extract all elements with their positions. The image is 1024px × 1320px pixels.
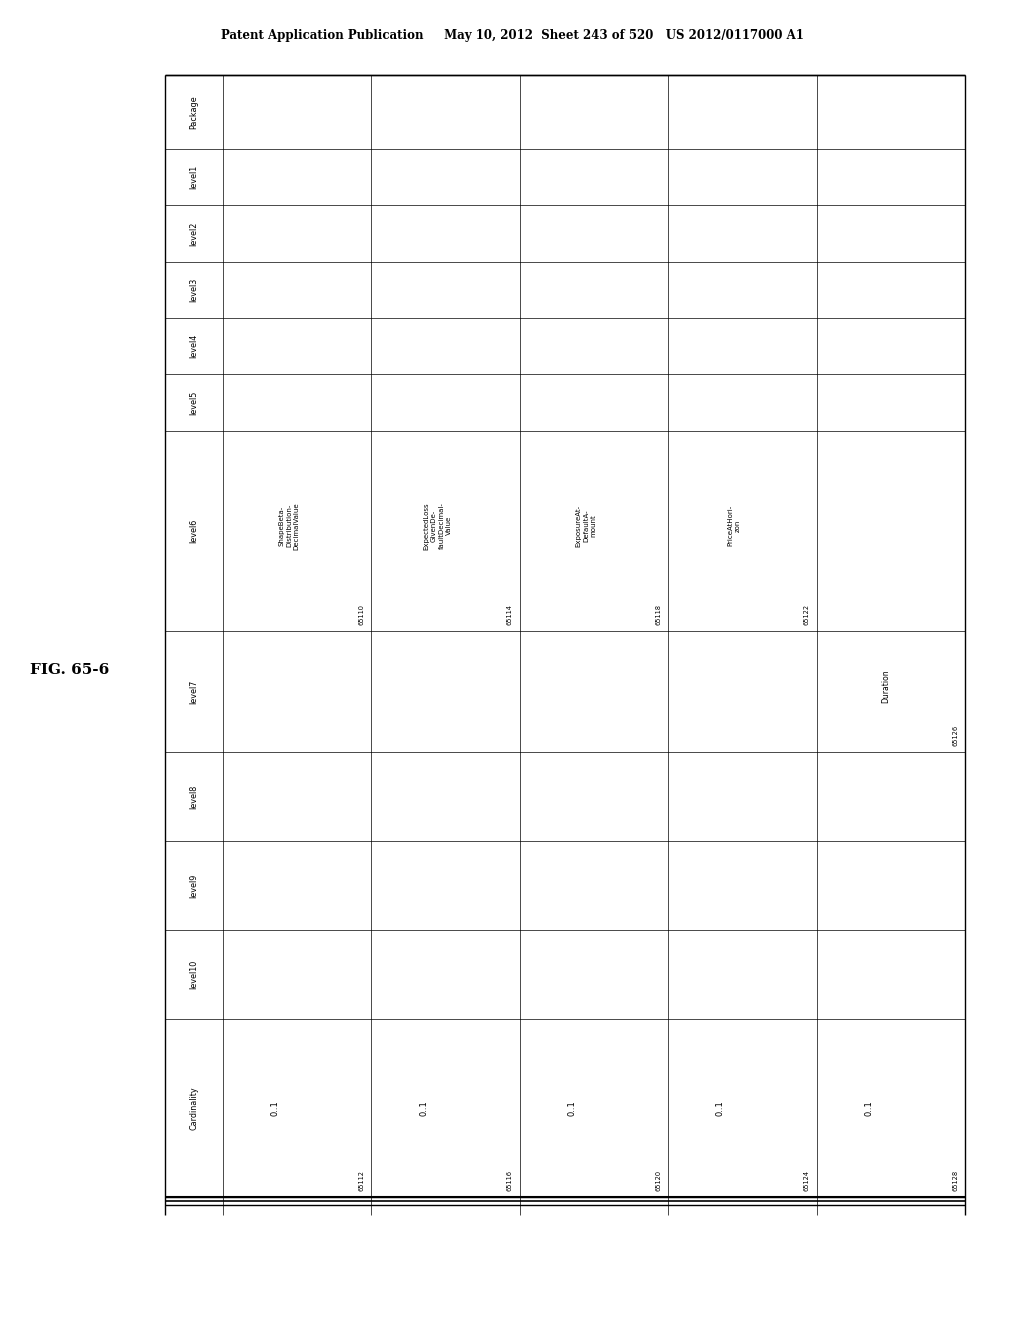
Text: 65110: 65110 — [358, 603, 365, 624]
Text: level7: level7 — [189, 680, 199, 704]
Text: ExpectedLoss
GivenDe-
faultDecimal-
Value: ExpectedLoss GivenDe- faultDecimal- Valu… — [423, 502, 452, 549]
Text: FIG. 65-6: FIG. 65-6 — [31, 663, 110, 677]
Text: 65124: 65124 — [804, 1170, 810, 1191]
Text: PriceAtHori-
zon: PriceAtHori- zon — [728, 506, 741, 546]
Text: 0..1: 0..1 — [419, 1100, 428, 1115]
Text: 0..1: 0..1 — [716, 1100, 725, 1115]
Text: level8: level8 — [189, 784, 199, 809]
Text: ExposureAt-
DefaultA-
mount: ExposureAt- DefaultA- mount — [575, 504, 597, 546]
Text: 65116: 65116 — [507, 1170, 513, 1191]
Text: level10: level10 — [189, 960, 199, 989]
Text: 65126: 65126 — [952, 725, 958, 746]
Text: 65122: 65122 — [804, 603, 810, 624]
Text: level4: level4 — [189, 334, 199, 358]
Text: 0..1: 0..1 — [270, 1100, 280, 1115]
Text: level5: level5 — [189, 391, 199, 414]
Text: 65112: 65112 — [358, 1170, 365, 1191]
Text: Duration: Duration — [882, 669, 890, 704]
Text: 0..1: 0..1 — [864, 1100, 873, 1115]
Text: Patent Application Publication     May 10, 2012  Sheet 243 of 520   US 2012/0117: Patent Application Publication May 10, 2… — [220, 29, 804, 41]
Text: level6: level6 — [189, 519, 199, 543]
Text: level2: level2 — [189, 222, 199, 246]
Text: 65120: 65120 — [655, 1170, 662, 1191]
Text: level1: level1 — [189, 165, 199, 189]
Text: ShapeBeta-
Distribution-
DecimalValue: ShapeBeta- Distribution- DecimalValue — [279, 502, 300, 549]
Text: level9: level9 — [189, 874, 199, 898]
Text: 0..1: 0..1 — [567, 1100, 577, 1115]
Text: Package: Package — [189, 95, 199, 129]
Text: level3: level3 — [189, 277, 199, 302]
Text: Cardinality: Cardinality — [189, 1086, 199, 1130]
Text: 65118: 65118 — [655, 603, 662, 624]
Text: 65114: 65114 — [507, 603, 513, 624]
Text: 65128: 65128 — [952, 1170, 958, 1191]
